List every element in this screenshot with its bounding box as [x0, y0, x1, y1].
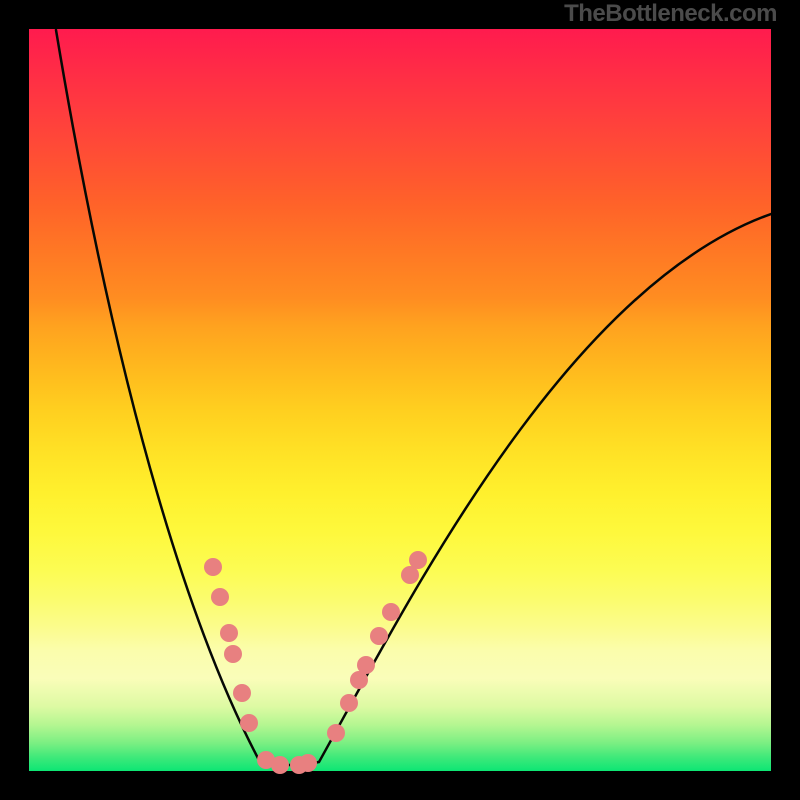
watermark-text: TheBottleneck.com — [564, 0, 777, 28]
data-marker — [340, 694, 358, 712]
data-marker — [299, 754, 317, 772]
data-marker — [240, 714, 258, 732]
data-marker — [327, 724, 345, 742]
data-marker — [382, 603, 400, 621]
data-marker — [220, 624, 238, 642]
data-marker — [271, 756, 289, 774]
data-marker — [370, 627, 388, 645]
data-marker — [204, 558, 222, 576]
data-marker — [224, 645, 242, 663]
data-marker — [357, 656, 375, 674]
gradient-background — [29, 29, 771, 771]
data-marker — [409, 551, 427, 569]
data-marker — [233, 684, 251, 702]
data-marker — [211, 588, 229, 606]
